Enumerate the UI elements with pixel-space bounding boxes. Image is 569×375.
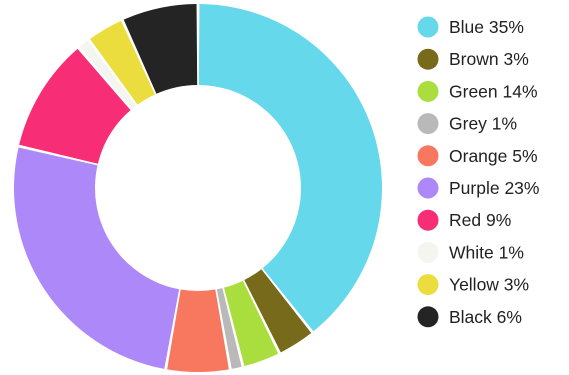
legend-label-purple: Purple 23% bbox=[449, 178, 539, 198]
slice-red bbox=[19, 48, 131, 164]
legend-label-yellow: Yellow 3% bbox=[449, 275, 529, 295]
legend-swatch-orange bbox=[417, 145, 439, 167]
legend-label-green: Green 14% bbox=[449, 81, 538, 101]
legend-swatch-grey bbox=[417, 113, 439, 135]
legend-label-red: Red 9% bbox=[449, 210, 511, 230]
legend-swatch-black bbox=[417, 306, 439, 328]
slice-yellow bbox=[89, 20, 155, 105]
legend-label-orange: Orange 5% bbox=[449, 146, 538, 166]
slice-green bbox=[223, 280, 279, 367]
legend-swatch-yellow bbox=[417, 274, 439, 296]
slice-white bbox=[79, 40, 137, 110]
legend-swatch-red bbox=[417, 209, 439, 231]
legend-swatch-white bbox=[417, 241, 439, 263]
legend-swatch-brown bbox=[417, 48, 439, 70]
slice-purple bbox=[14, 147, 180, 369]
legend-swatch-green bbox=[417, 80, 439, 102]
legend-label-grey: Grey 1% bbox=[449, 114, 517, 134]
legend-swatch-purple bbox=[417, 177, 439, 199]
slice-blue bbox=[198, 4, 382, 332]
legend-label-blue: Blue 35% bbox=[449, 17, 524, 37]
legend-label-brown: Brown 3% bbox=[449, 49, 529, 69]
slice-black bbox=[123, 4, 198, 94]
slice-grey bbox=[216, 288, 242, 369]
legend-label-white: White 1% bbox=[449, 242, 524, 262]
donut-ring bbox=[14, 4, 382, 372]
legend-swatch-blue bbox=[417, 16, 439, 38]
slice-orange bbox=[167, 289, 229, 372]
legend-label-black: Black 6% bbox=[449, 307, 522, 327]
chart-legend: Blue 35% Brown 3% Green 14% Grey 1% Orange 5… bbox=[417, 16, 539, 328]
slice-brown bbox=[244, 269, 312, 353]
